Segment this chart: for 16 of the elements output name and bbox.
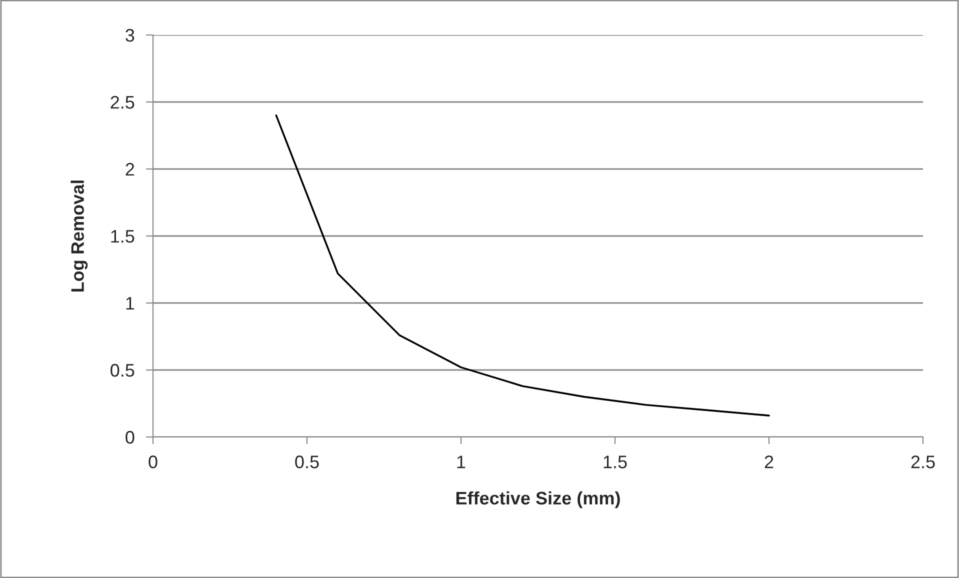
x-tick-label: 1 (457, 456, 466, 468)
y-tick-label: 0.5 (110, 364, 134, 377)
x-tick-label: 2 (764, 456, 774, 468)
y-axis-title: Log Removal (70, 180, 88, 292)
line-series (275, 114, 770, 416)
x-axis-title: Effective Size (mm) (456, 491, 620, 508)
x-tick-label: 2.5 (911, 456, 935, 468)
y-tick-label: 2 (126, 162, 134, 176)
y-tick-label: 0 (126, 430, 134, 444)
x-tick-label: 0 (148, 456, 158, 468)
x-tick-label: 0.5 (295, 456, 319, 468)
y-tick-label: 1 (126, 297, 134, 310)
y-tick-label: 2.5 (110, 96, 134, 109)
y-tick-label: 1.5 (111, 230, 134, 243)
y-tick-label: 3 (126, 28, 134, 42)
x-tick-label: 1.5 (604, 456, 627, 468)
